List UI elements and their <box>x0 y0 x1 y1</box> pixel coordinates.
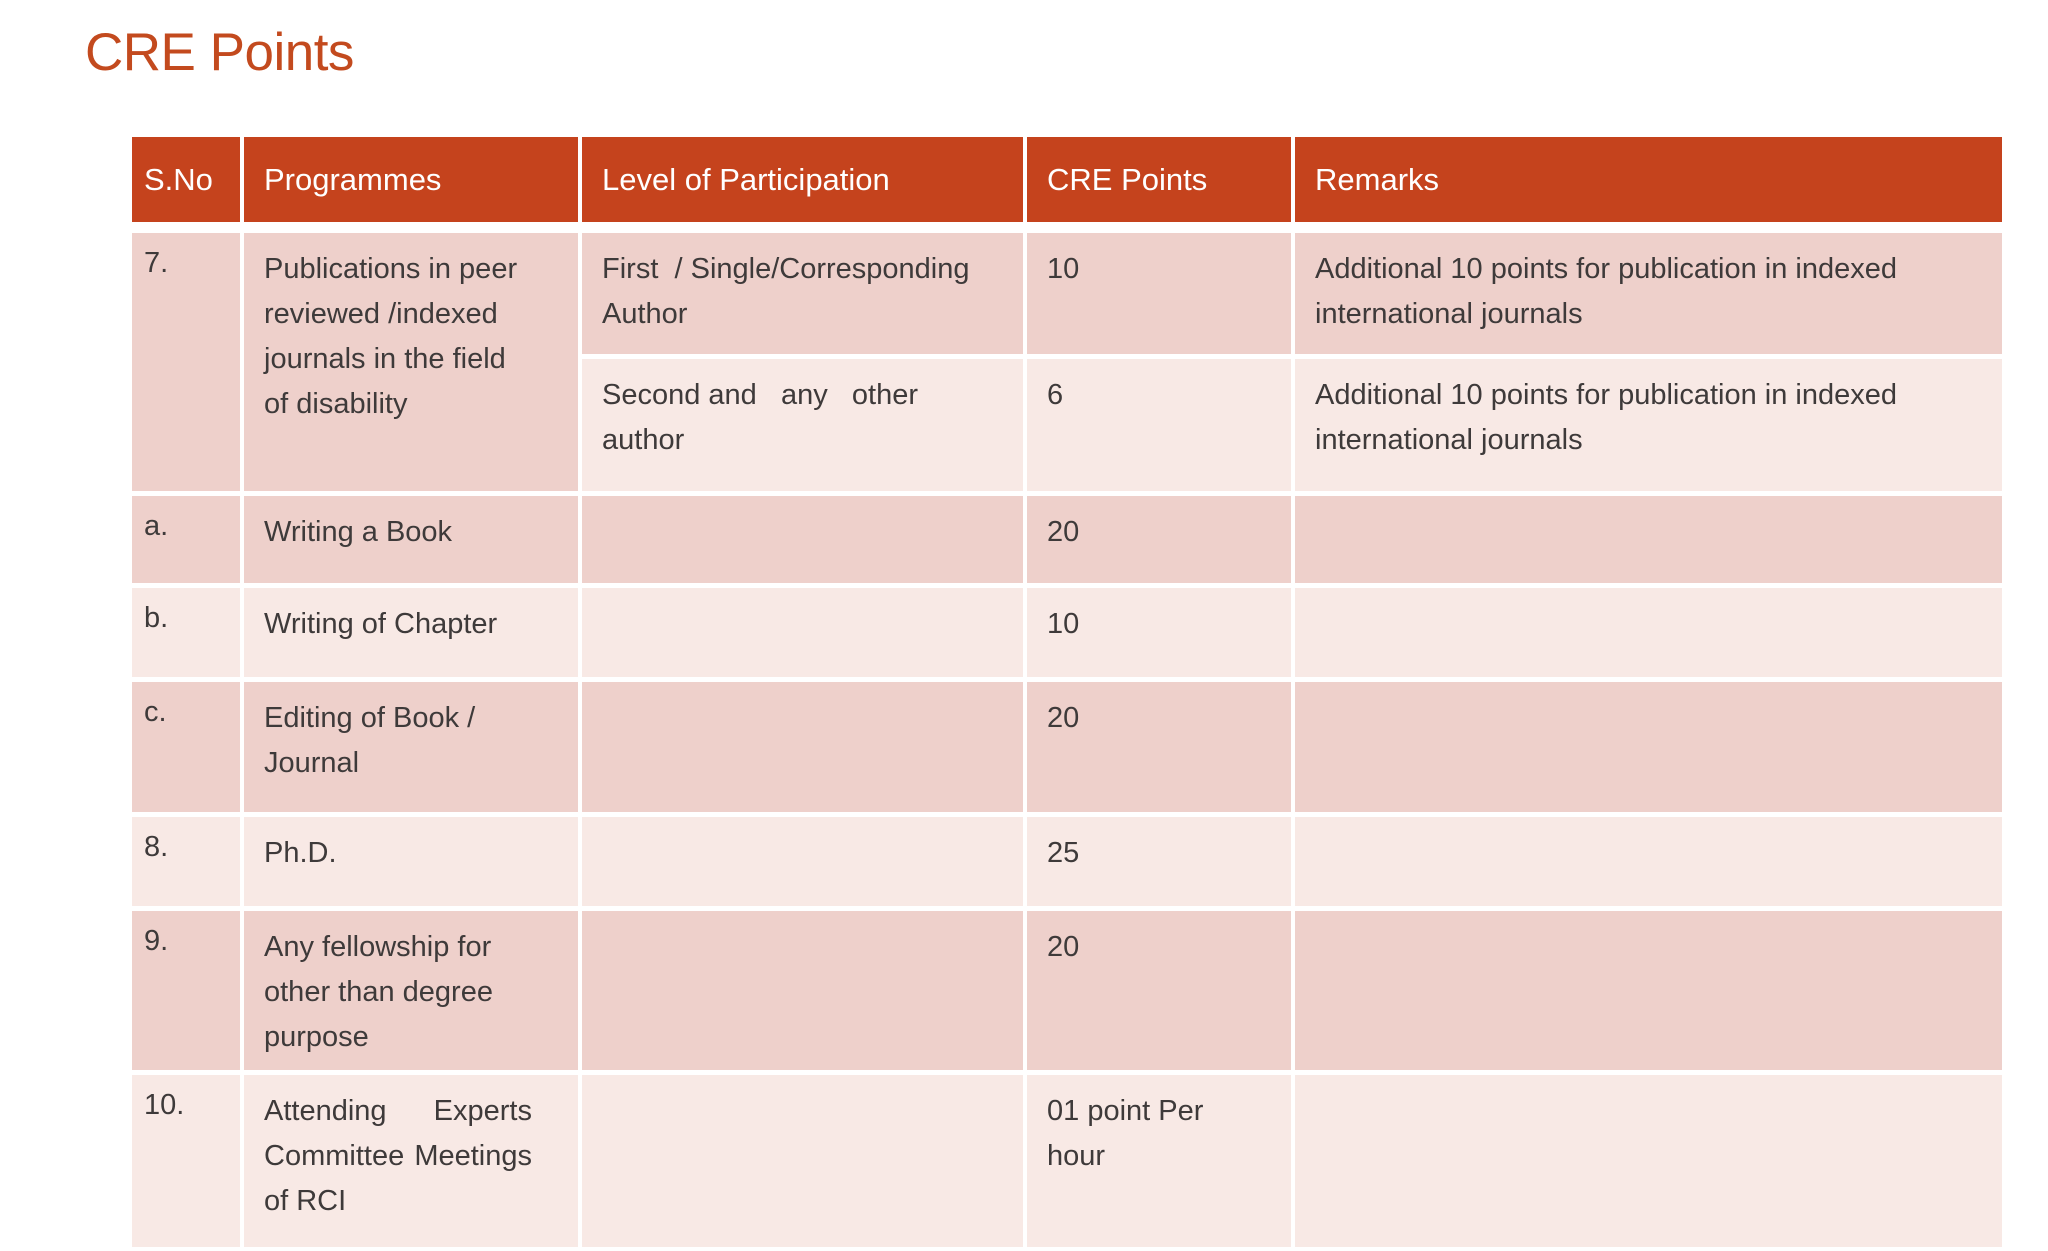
cell-level <box>582 911 1027 1075</box>
cell-level: Second and any other author <box>582 359 1027 496</box>
col-header-level-of-participation: Level of Participation <box>582 137 1027 233</box>
cell-level: First / Single/Corresponding Author <box>582 233 1027 359</box>
cell-remarks: Additional 10 points for publication in … <box>1295 359 2002 496</box>
col-header-sno: S.No <box>132 137 244 233</box>
cell-remarks <box>1295 588 2002 682</box>
cell-points: 01 point Per hour <box>1027 1075 1295 1251</box>
cell-level <box>582 817 1027 911</box>
cell-sno: 9. <box>132 911 244 1075</box>
cell-level <box>582 588 1027 682</box>
page-title: CRE Points <box>85 23 354 82</box>
col-header-cre-points: CRE Points <box>1027 137 1295 233</box>
cell-programmes: Attending Experts Committee Meetings of … <box>244 1075 582 1251</box>
col-header-programmes: Programmes <box>244 137 582 233</box>
cell-points: 10 <box>1027 588 1295 682</box>
cell-remarks <box>1295 817 2002 911</box>
cre-points-table: S.No Programmes Level of Participation C… <box>132 137 2002 1251</box>
cell-sno: 8. <box>132 817 244 911</box>
table-row: 7. Publications in peer reviewed /indexe… <box>132 233 2002 496</box>
cell-programmes: Any fellowship for other than degree pur… <box>244 911 582 1075</box>
table-row: 9. Any fellowship for other than degree … <box>132 911 2002 1075</box>
cell-level <box>582 682 1027 817</box>
cell-points: 20 <box>1027 496 1295 588</box>
table-row: 8. Ph.D. 25 <box>132 817 2002 911</box>
cell-points: 25 <box>1027 817 1295 911</box>
table-row: c. Editing of Book / Journal 20 <box>132 682 2002 817</box>
cell-remarks <box>1295 911 2002 1075</box>
cell-remarks <box>1295 1075 2002 1251</box>
cell-sno: 7. <box>132 233 244 496</box>
cell-level <box>582 1075 1027 1251</box>
cell-points: 20 <box>1027 682 1295 817</box>
col-header-remarks: Remarks <box>1295 137 2002 233</box>
cell-level <box>582 496 1027 588</box>
cell-sno: a. <box>132 496 244 588</box>
cell-programmes: Ph.D. <box>244 817 582 911</box>
cell-sno: 10. <box>132 1075 244 1251</box>
cell-sno: c. <box>132 682 244 817</box>
table-row: Second and any other author 6 Additional… <box>132 359 2002 496</box>
cell-points: 6 <box>1027 359 1295 496</box>
table-row: 10. Attending Experts Committee Meetings… <box>132 1075 2002 1251</box>
cell-remarks <box>1295 496 2002 588</box>
table-row: a. Writing a Book 20 <box>132 496 2002 588</box>
table-row: b. Writing of Chapter 10 <box>132 588 2002 682</box>
slide: { "slide_title": "CRE Points", "colors":… <box>85 23 2002 1251</box>
cell-programmes: Writing of Chapter <box>244 588 582 682</box>
cell-sno: b. <box>132 588 244 682</box>
cell-remarks: Additional 10 points for publication in … <box>1295 233 2002 359</box>
cell-programmes: Writing a Book <box>244 496 582 588</box>
cell-programmes: Publications in peer reviewed /indexed j… <box>244 233 582 496</box>
table-header-row: S.No Programmes Level of Participation C… <box>132 137 2002 233</box>
cell-points: 20 <box>1027 911 1295 1075</box>
cell-programmes: Editing of Book / Journal <box>244 682 582 817</box>
cell-remarks <box>1295 682 2002 817</box>
cell-points: 10 <box>1027 233 1295 359</box>
